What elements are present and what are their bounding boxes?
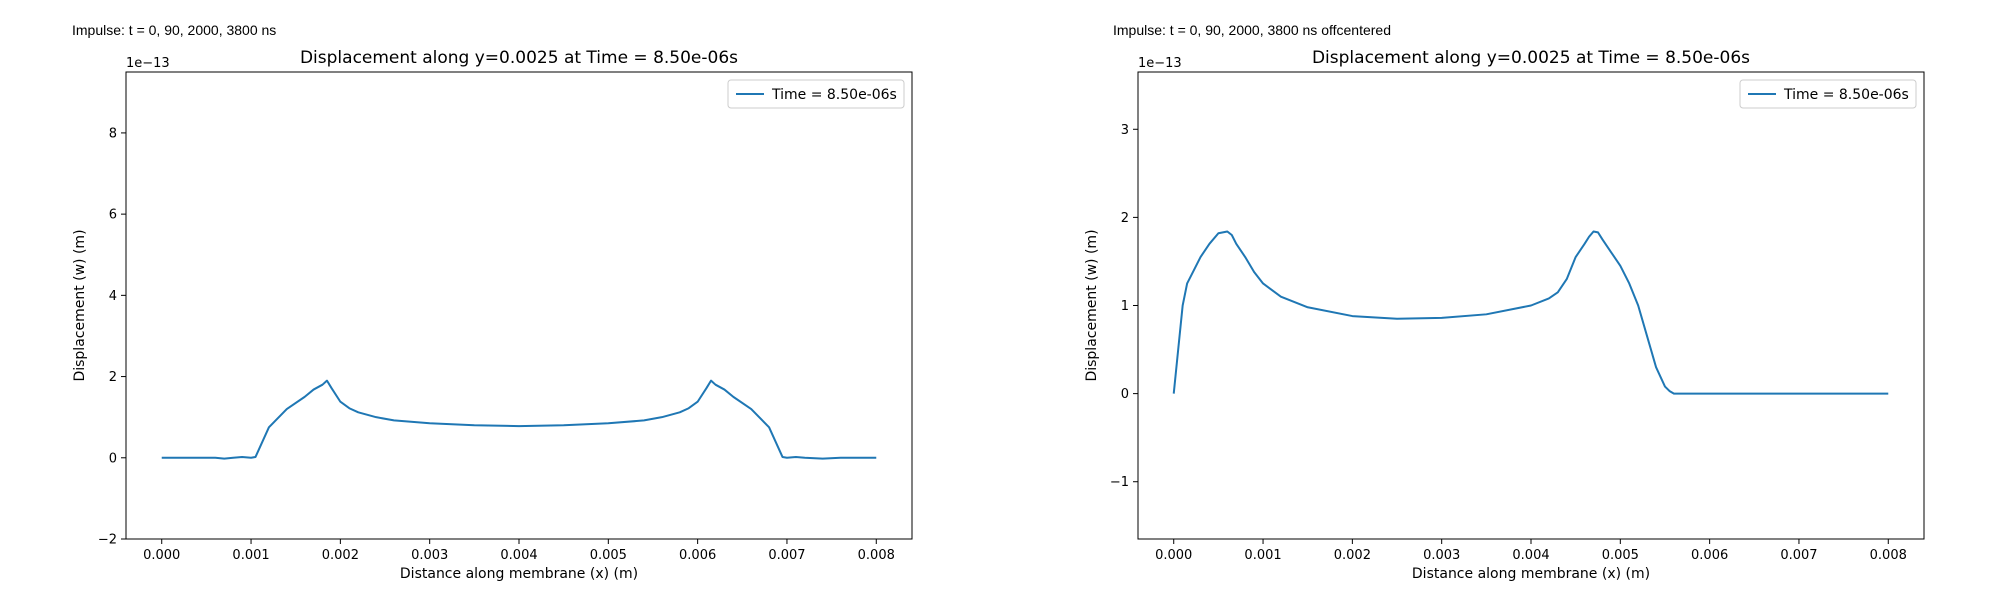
x-tick-label: 0.004 <box>500 548 537 563</box>
y-tick-label: 1 <box>1121 299 1129 314</box>
y-tick-label: 3 <box>1121 123 1129 138</box>
x-tick-label: 0.000 <box>1155 548 1192 563</box>
y-axis-label: Displacement (w) (m) <box>1084 229 1100 381</box>
series-line <box>161 379 877 460</box>
y-tick-label: 2 <box>109 370 117 385</box>
x-tick-label: 0.007 <box>768 548 805 563</box>
x-axis-label: Distance along membrane (x) (m) <box>1412 566 1650 582</box>
y-tick-label: −1 <box>1110 475 1129 490</box>
y-tick-label: 6 <box>109 208 117 223</box>
chart-title: Displacement along y=0.0025 at Time = 8.… <box>300 48 738 68</box>
y-tick-label: 0 <box>109 451 117 466</box>
legend-label: Time = 8.50e-06s <box>1783 87 1909 103</box>
chart-1: Displacement along y=0.0025 at Time = 8.… <box>72 48 913 582</box>
y-tick-label: −2 <box>98 533 117 548</box>
chart-title: Displacement along y=0.0025 at Time = 8.… <box>1312 48 1750 68</box>
chart-2: Displacement along y=0.0025 at Time = 8.… <box>1084 48 1925 582</box>
x-axis-label: Distance along membrane (x) (m) <box>400 566 638 582</box>
x-tick-label: 0.003 <box>1423 548 1460 563</box>
y-axis-label: Displacement (w) (m) <box>72 229 88 381</box>
figure-caption-right: Impulse: t = 0, 90, 2000, 3800 ns offcen… <box>1113 22 1391 38</box>
x-tick-label: 0.008 <box>858 548 895 563</box>
axes-frame <box>125 71 913 540</box>
x-tick-label: 0.000 <box>143 548 180 563</box>
legend: Time = 8.50e-06s <box>727 79 905 109</box>
series-line <box>1172 230 1889 395</box>
y-tick-label: 0 <box>1121 387 1129 402</box>
legend-label: Time = 8.50e-06s <box>771 87 897 103</box>
x-tick-label: 0.002 <box>322 548 359 563</box>
legend-box <box>727 79 905 109</box>
x-tick-label: 0.001 <box>1244 548 1281 563</box>
x-tick-label: 0.008 <box>1870 548 1907 563</box>
x-tick-label: 0.006 <box>1691 548 1728 563</box>
y-tick-label: 8 <box>109 126 117 141</box>
x-tick-label: 0.001 <box>232 548 269 563</box>
x-tick-label: 0.004 <box>1512 548 1549 563</box>
x-tick-label: 0.006 <box>679 548 716 563</box>
legend: Time = 8.50e-06s <box>1739 79 1917 109</box>
x-tick-label: 0.005 <box>1602 548 1639 563</box>
x-tick-label: 0.005 <box>590 548 627 563</box>
figure-caption-left: Impulse: t = 0, 90, 2000, 3800 ns <box>72 22 277 38</box>
y-offset-label: 1e−13 <box>1138 56 1182 71</box>
x-tick-label: 0.007 <box>1780 548 1817 563</box>
y-tick-label: 2 <box>1121 211 1129 226</box>
x-tick-label: 0.002 <box>1334 548 1371 563</box>
y-offset-label: 1e−13 <box>126 56 170 71</box>
legend-box <box>1739 79 1917 109</box>
y-tick-label: 4 <box>109 289 117 304</box>
x-tick-label: 0.003 <box>411 548 448 563</box>
